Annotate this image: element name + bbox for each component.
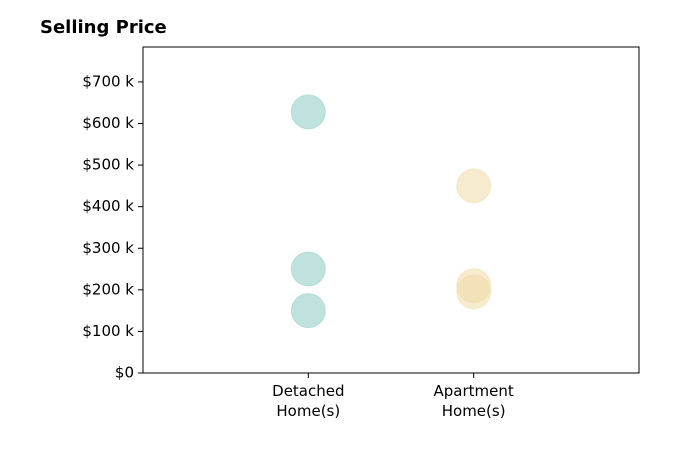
y-tick-label: $700 k — [82, 72, 134, 90]
x-tick-label: Apartment Home(s) — [433, 382, 514, 420]
plot-frame — [142, 46, 640, 374]
y-tick-label: $500 k — [82, 156, 134, 174]
x-tick-label: Detached Home(s) — [272, 382, 345, 420]
y-tick-label: $0 — [115, 364, 134, 382]
chart-title: Selling Price — [40, 17, 167, 38]
y-tick-label: $600 k — [82, 114, 134, 132]
y-tick-label: $300 k — [82, 239, 134, 257]
y-tick-label: $200 k — [82, 280, 134, 298]
point — [456, 168, 492, 204]
y-tick-label: $400 k — [82, 197, 134, 215]
point — [290, 251, 326, 287]
point — [456, 274, 492, 310]
y-tick-label: $100 k — [82, 322, 134, 340]
point — [290, 293, 326, 329]
point — [290, 94, 326, 130]
